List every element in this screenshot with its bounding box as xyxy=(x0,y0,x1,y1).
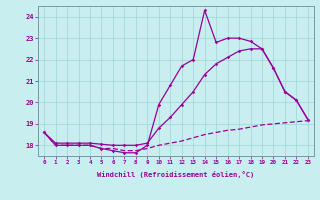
X-axis label: Windchill (Refroidissement éolien,°C): Windchill (Refroidissement éolien,°C) xyxy=(97,171,255,178)
